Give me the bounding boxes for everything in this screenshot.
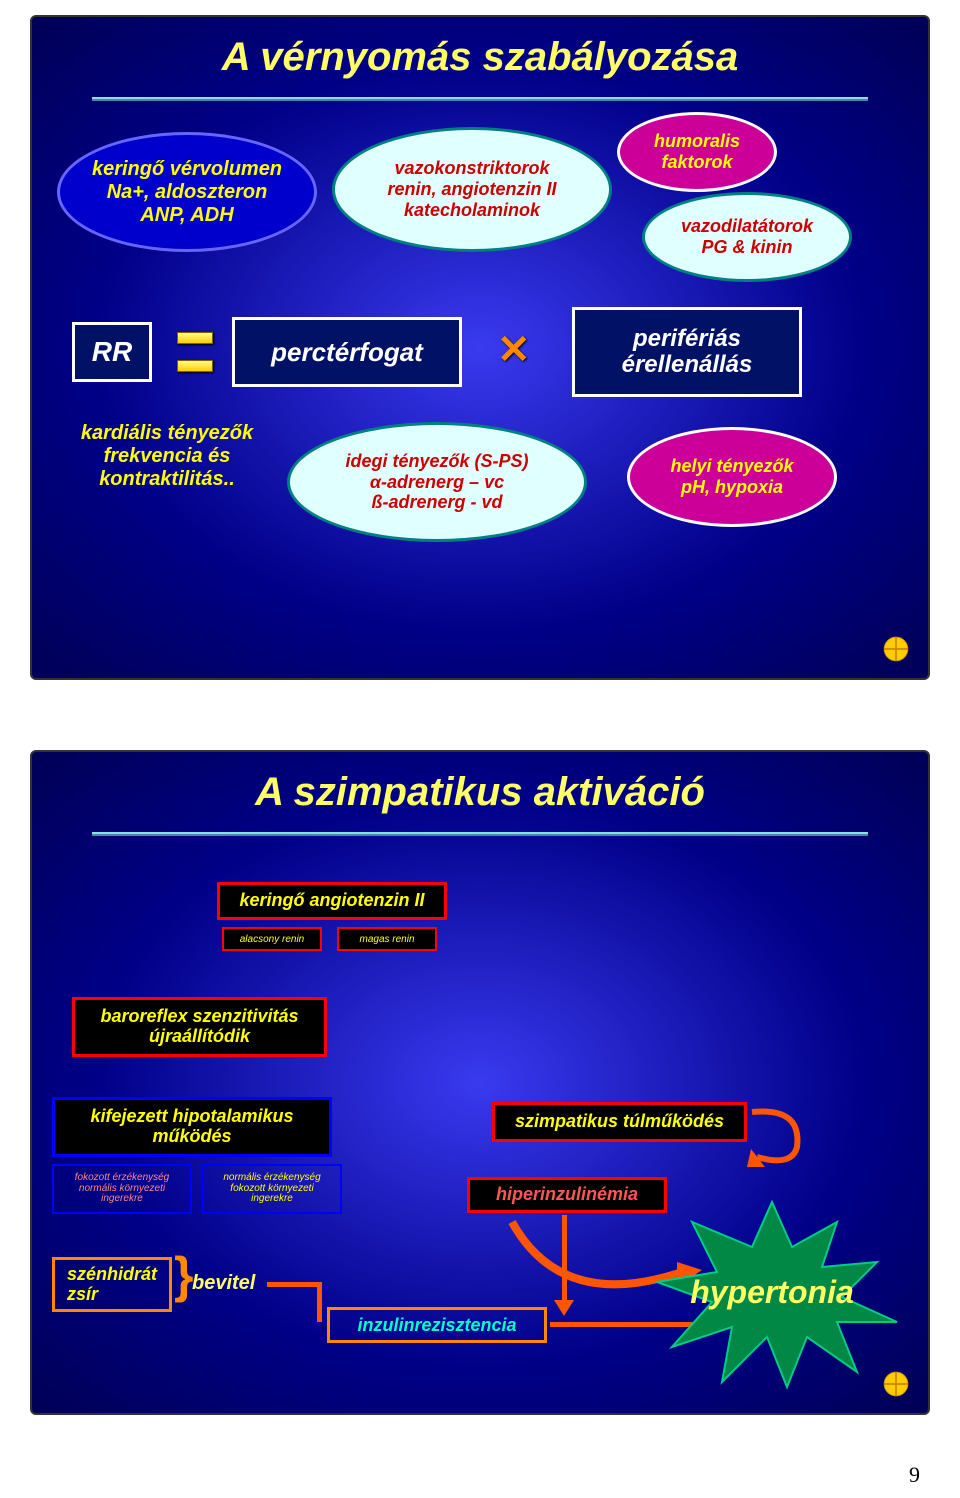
ellipse-vazodil-text: vazodilatátorokPG & kinin xyxy=(681,216,813,257)
ellipse-humoralis-text: humoralisfaktorok xyxy=(654,131,740,172)
title-rule-2 xyxy=(92,832,868,836)
box-hipotal: kifejezett hipotalamikusműködés xyxy=(52,1097,332,1157)
rect-rr: RR xyxy=(72,322,152,382)
rr-text: RR xyxy=(92,336,132,368)
ellipse-vazo: vazokonstriktorokrenin, angiotenzin IIka… xyxy=(332,127,612,252)
box-szenhidrat: szénhidrátzsír xyxy=(52,1257,172,1312)
brace-icon: } xyxy=(174,1260,193,1290)
logo-icon-1 xyxy=(879,632,913,666)
box-fokozott: fokozott érzékenységnormális környezetii… xyxy=(52,1164,192,1214)
equals-icon xyxy=(177,332,213,372)
logo-icon-2 xyxy=(879,1367,913,1401)
perif-text: perifériásérellenállás xyxy=(622,326,753,379)
slide2-title: A szimpatikus aktiváció xyxy=(32,770,928,815)
arrow-1 xyxy=(267,1282,322,1287)
slide1-title: A vérnyomás szabályozása xyxy=(32,35,928,80)
slide-1: A vérnyomás szabályozása keringő vérvolu… xyxy=(30,15,930,680)
loop-arrow xyxy=(747,1097,817,1177)
title-rule-1 xyxy=(92,97,868,101)
rect-perc: perctérfogat xyxy=(232,317,462,387)
arrow-1b xyxy=(317,1282,322,1322)
multiply-icon: ✕ xyxy=(497,327,531,373)
slide-2: A szimpatikus aktiváció keringő angioten… xyxy=(30,750,930,1415)
hypertonia-text: hypertonia xyxy=(690,1274,854,1311)
idegi-text: idegi tényezők (S-PS)α-adrenerg – vcß-ad… xyxy=(345,451,528,513)
box-normfok: normális érzékenységfokozott környezetii… xyxy=(202,1164,342,1214)
box-magas: magas renin xyxy=(337,927,437,951)
box-baroreflex: baroreflex szenzitivitásújraállítódik xyxy=(72,997,327,1057)
label-kardialis: kardiális tényezőkfrekvencia éskontrakti… xyxy=(42,422,292,491)
box-kering-ang: keringő angiotenzin II xyxy=(217,882,447,920)
rect-perif: perifériásérellenállás xyxy=(572,307,802,397)
ellipse-humoralis: humoralisfaktorok xyxy=(617,112,777,192)
box-alacsony: alacsony renin xyxy=(222,927,322,951)
box-szimp: szimpatikus túlműködés xyxy=(492,1102,747,1142)
ellipse-vazodil: vazodilatátorokPG & kinin xyxy=(642,192,852,282)
page-number: 9 xyxy=(909,1462,920,1488)
helyi-text: helyi tényezőkpH, hypoxia xyxy=(670,456,793,497)
starburst-hypertonia: hypertonia xyxy=(672,1227,872,1357)
perc-text: perctérfogat xyxy=(271,337,423,368)
ellipse-helyi: helyi tényezőkpH, hypoxia xyxy=(627,427,837,527)
ellipse-vazo-text: vazokonstriktorokrenin, angiotenzin IIka… xyxy=(387,158,556,220)
ellipse-kering-text: keringő vérvolumenNa+, aldoszteronANP, A… xyxy=(92,158,282,227)
label-bevitel: bevitel xyxy=(192,1272,255,1295)
ellipse-idegi: idegi tényezők (S-PS)α-adrenerg – vcß-ad… xyxy=(287,422,587,542)
ellipse-kering: keringő vérvolumenNa+, aldoszteronANP, A… xyxy=(57,132,317,252)
